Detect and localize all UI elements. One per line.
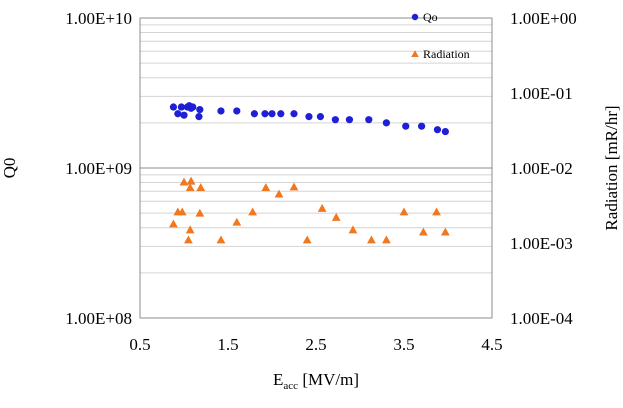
- radiation-data-point: [274, 189, 284, 198]
- qo-data-point: [290, 110, 298, 118]
- y2-tick-label: 1.00E+00: [510, 9, 577, 28]
- legend-marker-circle: [411, 13, 419, 21]
- radiation-data-point: [317, 203, 327, 212]
- qo-data-point: [177, 103, 185, 111]
- radiation-data-point: [348, 225, 358, 234]
- axis-titles: Q0 Radiation [mR/hr] Eacc [MV/m]: [0, 105, 621, 392]
- qo-data-point: [441, 127, 449, 136]
- plot-area-frame: [139, 17, 493, 319]
- tick-labels: 0.5 1.5 2.5 3.5 4.5 1.00E+10 1.00E+09 1.00E+08 1…: [65, 9, 576, 354]
- grid-layer: [140, 17, 492, 319]
- qo-data-point: [316, 113, 324, 121]
- radiation-data-point: [261, 183, 271, 191]
- radiation-data-point: [177, 207, 187, 216]
- y-axis-title: Q0: [0, 158, 19, 179]
- radiation-data-point: [232, 217, 242, 226]
- qo-data-point: [402, 122, 410, 130]
- qo-data-point: [169, 103, 178, 111]
- radiation-data-point: [184, 235, 193, 244]
- qo-data-point: [261, 110, 269, 118]
- qo-data-point: [196, 106, 204, 114]
- qo-data-point: [217, 107, 225, 115]
- y-tick-label: 1.00E+08: [65, 309, 132, 328]
- radiation-data-point: [382, 235, 391, 244]
- qo-data-point: [174, 110, 182, 118]
- radiation-data-point: [186, 176, 196, 185]
- legend-label: Radiation: [423, 47, 470, 61]
- x-axis-title: Eacc [MV/m]: [273, 370, 359, 392]
- y2-tick-label: 1.00E-04: [510, 309, 573, 328]
- marks-layer: [169, 102, 450, 244]
- radiation-data-point: [196, 183, 206, 191]
- qo-data-point: [277, 110, 285, 118]
- radiation-data-point: [185, 225, 195, 234]
- qo-data-point: [365, 116, 373, 124]
- legend-entry: Qo: [411, 10, 438, 24]
- qo-data-point: [331, 116, 339, 124]
- x-tick-label: 2.5: [305, 335, 326, 354]
- y2-tick-label: 1.00E-02: [510, 159, 573, 178]
- qo-data-point: [345, 116, 354, 124]
- qo-data-point: [233, 107, 241, 115]
- radiation-data-point: [289, 182, 299, 191]
- radiation-data-point: [302, 235, 312, 244]
- qo-data-point: [305, 113, 313, 121]
- radiation-data-point: [399, 207, 409, 216]
- legend: Qo Radiation: [411, 10, 470, 61]
- radiation-data-point: [195, 208, 205, 217]
- y2-axis-title: Radiation [mR/hr]: [602, 105, 621, 230]
- y2-tick-label: 1.00E-03: [510, 234, 573, 253]
- qo-data-point: [189, 103, 197, 111]
- qo-data-point: [180, 111, 188, 119]
- radiation-data-point: [248, 207, 258, 216]
- qo-data-point: [418, 122, 426, 130]
- radiation-data-point: [418, 227, 428, 236]
- radiation-data-point: [367, 235, 376, 244]
- x-tick-label: 3.5: [393, 335, 414, 354]
- qo-data-point: [250, 110, 258, 118]
- radiation-data-point: [432, 207, 441, 216]
- x-tick-label: 1.5: [217, 335, 238, 354]
- radiation-data-point: [179, 177, 189, 186]
- legend-marker-triangle: [411, 50, 419, 58]
- legend-label: Qo: [423, 10, 438, 24]
- x-axis-title-main: E: [273, 370, 283, 389]
- y-tick-label: 1.00E+09: [65, 159, 132, 178]
- radiation-data-point: [216, 235, 226, 244]
- x-tick-label: 0.5: [129, 335, 150, 354]
- radiation-data-point: [440, 227, 450, 236]
- radiation-data-point: [185, 183, 195, 191]
- x-axis-title-suffix: [MV/m]: [298, 370, 359, 389]
- legend-entry: Radiation: [411, 47, 470, 61]
- x-tick-label: 4.5: [481, 335, 502, 354]
- qo-data-point: [382, 119, 390, 127]
- y-tick-label: 1.00E+10: [65, 9, 132, 28]
- qo-data-point: [433, 126, 442, 134]
- radiation-data-point: [331, 212, 341, 221]
- radiation-data-point: [169, 219, 178, 228]
- qo-data-point: [268, 110, 276, 118]
- qo-data-point: [195, 113, 203, 121]
- y2-tick-label: 1.00E-01: [510, 84, 573, 103]
- x-axis-title-subscript: acc: [283, 380, 298, 392]
